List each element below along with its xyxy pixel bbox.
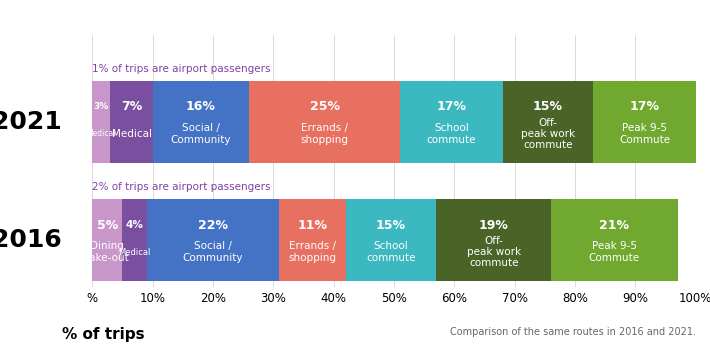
Text: 22%: 22% — [198, 218, 228, 231]
Text: 7%: 7% — [121, 100, 142, 113]
Text: Medical: Medical — [87, 130, 116, 138]
Bar — [249, 81, 400, 162]
Text: Medical: Medical — [119, 247, 151, 257]
Text: Peak 9-5
Commute: Peak 9-5 Commute — [589, 241, 640, 262]
Text: 25%: 25% — [310, 100, 339, 113]
Text: 2021: 2021 — [0, 110, 62, 134]
Bar — [92, 199, 123, 281]
Bar — [551, 199, 678, 281]
Text: Peak 9-5
Commute: Peak 9-5 Commute — [619, 123, 670, 145]
Bar — [594, 81, 696, 162]
Bar — [153, 81, 249, 162]
Text: 17%: 17% — [437, 100, 466, 113]
Text: 2016: 2016 — [0, 228, 62, 252]
Text: 11%: 11% — [297, 218, 327, 231]
Text: Dining
take-out: Dining take-out — [85, 241, 129, 262]
Text: Comparison of the same routes in 2016 and 2021.: Comparison of the same routes in 2016 an… — [450, 327, 696, 337]
Text: Off-
peak work
commute: Off- peak work commute — [521, 118, 575, 150]
Text: 5%: 5% — [97, 218, 118, 231]
Text: 17%: 17% — [630, 100, 660, 113]
Text: School
commute: School commute — [427, 123, 476, 145]
Text: Social /
Community: Social / Community — [182, 241, 244, 262]
Bar — [346, 199, 436, 281]
Bar — [436, 199, 551, 281]
Bar — [111, 81, 153, 162]
Bar — [147, 199, 280, 281]
Bar — [280, 199, 346, 281]
Bar — [503, 81, 594, 162]
Text: 15%: 15% — [376, 218, 406, 231]
Text: Social /
Community: Social / Community — [170, 123, 231, 145]
Text: 4%: 4% — [126, 220, 143, 230]
Text: Errands /
shopping: Errands / shopping — [288, 241, 337, 262]
Text: Medical: Medical — [111, 129, 151, 139]
Text: 16%: 16% — [186, 100, 216, 113]
Bar — [400, 81, 503, 162]
Bar — [92, 81, 111, 162]
Text: 19%: 19% — [479, 218, 508, 231]
Text: 15%: 15% — [533, 100, 563, 113]
Text: 2% of trips are airport passengers: 2% of trips are airport passengers — [92, 182, 271, 192]
Text: 3%: 3% — [94, 103, 109, 111]
Text: 1% of trips are airport passengers: 1% of trips are airport passengers — [92, 64, 271, 75]
Text: 21%: 21% — [599, 218, 629, 231]
Text: Off-
peak work
commute: Off- peak work commute — [466, 236, 520, 268]
Text: % of trips: % of trips — [62, 327, 145, 342]
Text: Errands /
shopping: Errands / shopping — [300, 123, 349, 145]
Bar — [123, 199, 147, 281]
Text: School
commute: School commute — [366, 241, 416, 262]
